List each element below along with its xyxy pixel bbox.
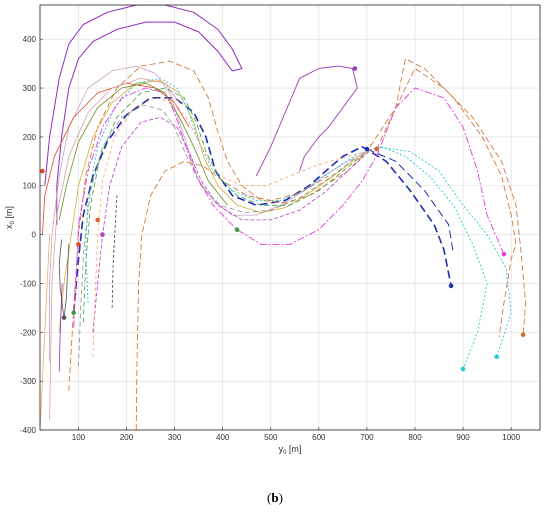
x-tick-label: 200: [120, 433, 134, 442]
x-axis-label-unit: [m]: [286, 444, 301, 454]
panel-label: (b): [0, 490, 550, 506]
y-tick-label: 200: [23, 133, 37, 142]
endpoint-marker: [494, 354, 500, 360]
trajectory-21: [49, 77, 180, 421]
endpoint-marker: [76, 242, 81, 247]
endpoint-marker: [501, 251, 507, 257]
y-tick-label: -400: [20, 426, 37, 435]
x-tick-label: 600: [312, 433, 326, 442]
x-tick-label: 900: [456, 433, 470, 442]
y-axis-label: x0 [m]: [4, 206, 16, 229]
endpoint-marker: [100, 232, 105, 237]
y-tick-label: -300: [20, 377, 37, 386]
panel-label-letter: b: [271, 490, 279, 505]
x-tick-label: 800: [408, 433, 422, 442]
trajectory-6: [376, 68, 526, 335]
trajectory-17: [135, 160, 329, 430]
x-tick-label: 100: [72, 433, 86, 442]
endpoint-markers: [40, 66, 526, 372]
trajectory-12: [92, 117, 372, 333]
y-tick-label: 300: [23, 84, 37, 93]
x-tick-label: 500: [264, 433, 278, 442]
grid: [40, 5, 540, 431]
trajectory-22: [58, 283, 63, 372]
endpoint-marker: [352, 66, 358, 71]
endpoint-marker: [448, 283, 454, 289]
x-axis-label-main: y: [279, 444, 284, 454]
trajectory-8: [82, 87, 368, 323]
y-tick-label: 100: [23, 182, 37, 191]
y-axis-label-sub: 0: [10, 220, 16, 224]
trajectory-3: [366, 148, 454, 255]
panel-label-open: (: [267, 490, 272, 505]
endpoint-marker: [460, 366, 466, 372]
x-axis-label-sub: 0: [283, 450, 287, 456]
x-tick-label: 300: [168, 433, 182, 442]
y-axis-label-main: x: [4, 224, 14, 229]
trajectory-16: [78, 104, 358, 367]
trajectory-9: [85, 77, 488, 370]
x-ticks: 100 200 300 400 500 600 700 800 900 1000: [72, 427, 521, 442]
x-tick-label: 400: [216, 433, 230, 442]
y-tick-label: -200: [20, 328, 37, 337]
trajectory-10: [376, 146, 512, 357]
trajectory-14: [58, 82, 228, 220]
trajectory-7: [58, 80, 372, 333]
endpoint-marker: [61, 315, 67, 320]
endpoint-marker: [364, 146, 370, 152]
trajectory-18: [58, 239, 70, 318]
endpoint-marker: [95, 217, 100, 223]
x-tick-label: 700: [360, 433, 374, 442]
x-axis-label: y0 [m]: [279, 444, 302, 456]
trajectory-20: [255, 65, 358, 177]
y-ticks: -400 -300 -200 -100 0 100 200 300 400: [20, 35, 43, 435]
endpoint-marker: [71, 310, 76, 316]
y-tick-label: 400: [23, 35, 37, 44]
trajectory-19: [111, 195, 118, 308]
y-axis-label-unit: [m]: [4, 206, 14, 221]
trajectory-11: [73, 87, 505, 328]
trajectory-4: [49, 65, 368, 362]
series-group: [40, 5, 526, 430]
x-tick-label: 1000: [502, 433, 520, 442]
y-tick-label: 0: [32, 231, 37, 240]
trajectory-1: [44, 5, 243, 225]
trajectory-15: [92, 97, 367, 357]
axes-box: [39, 4, 541, 431]
endpoint-marker: [234, 227, 240, 233]
endpoint-marker: [520, 332, 526, 338]
panel-label-close: ): [278, 490, 283, 505]
trajectory-2: [72, 97, 452, 313]
endpoint-marker: [374, 146, 379, 152]
y-tick-label: -100: [20, 279, 37, 288]
trajectory-23: [40, 234, 50, 430]
endpoint-marker: [40, 168, 45, 174]
